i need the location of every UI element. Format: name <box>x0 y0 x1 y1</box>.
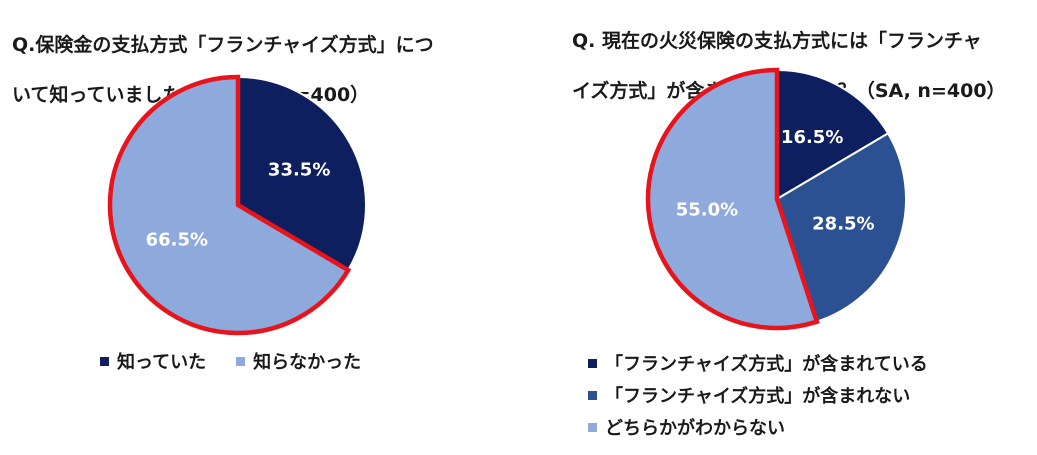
pie-slice <box>107 74 352 336</box>
legend-swatch <box>588 390 597 400</box>
legend-swatch <box>100 356 109 366</box>
pie-slice <box>645 67 820 331</box>
legend-left: 知っていた 知らなかった <box>100 348 361 374</box>
legend-item: 知っていた <box>100 348 206 374</box>
chart-title-right-line-1: Q. 現在の火災保険の支払方式には「フランチャ <box>572 30 982 52</box>
pie-slice <box>775 131 907 323</box>
legend-label: 知らなかった <box>253 352 362 373</box>
legend-label: どちらかがわからない <box>605 418 785 439</box>
chart-title-left-line-1: Q.保険金の支払方式「フランチャイズ方式」につ <box>12 34 434 56</box>
legend-label: 「フランチャイズ方式」が含まれない <box>605 386 911 407</box>
legend-item: 「フランチャイズ方式」が含まれている <box>588 347 928 379</box>
legend-right: 「フランチャイズ方式」が含まれている 「フランチャイズ方式」が含まれない どちら… <box>588 347 928 443</box>
data-label: 16.5% <box>781 127 843 148</box>
legend-label: 知っていた <box>117 352 207 373</box>
pie-slice <box>776 68 890 201</box>
data-label: 33.5% <box>268 160 330 181</box>
legend-label: 「フランチャイズ方式」が含まれている <box>605 354 928 375</box>
data-label: 28.5% <box>812 214 874 235</box>
legend-item: 知らなかった <box>236 348 361 374</box>
legend-item: 「フランチャイズ方式」が含まれない <box>588 379 928 411</box>
legend-swatch <box>588 422 597 432</box>
data-label: 66.5% <box>146 229 208 250</box>
legend-item: どちらかがわからない <box>588 411 928 443</box>
legend-swatch <box>236 356 246 366</box>
legend-swatch <box>588 358 597 368</box>
data-label: 55.0% <box>676 200 738 221</box>
